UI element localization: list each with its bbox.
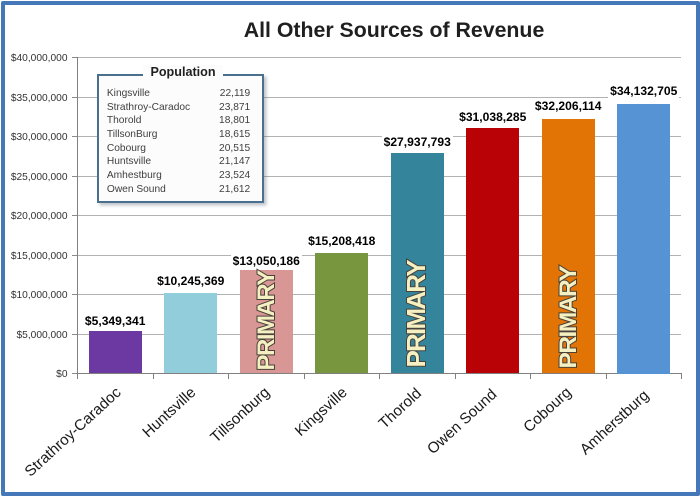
- svg-text:PRIMARY: PRIMARY: [555, 266, 582, 369]
- svg-text:PRIMARY: PRIMARY: [401, 260, 431, 368]
- svg-text:PRIMARY: PRIMARY: [253, 270, 280, 371]
